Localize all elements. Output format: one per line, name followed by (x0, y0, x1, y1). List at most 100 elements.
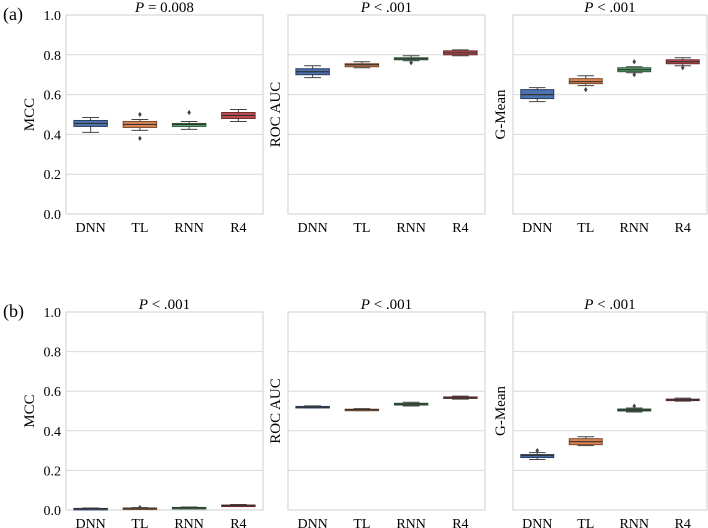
x-tick-label: DNN (522, 221, 552, 236)
outlier-point (632, 403, 637, 409)
box-dnn (520, 448, 555, 461)
y-axis-label: ROC AUC (268, 378, 284, 443)
box-dnn (73, 116, 108, 133)
x-tick-label: TL (131, 517, 148, 528)
box-r4 (443, 49, 478, 57)
y-axis-label: ROC AUC (268, 82, 284, 147)
y-tick-label: 0.6 (44, 89, 62, 104)
outlier-point (138, 111, 142, 118)
x-tick-label: R4 (230, 517, 246, 528)
panel-title: P < .001 (583, 0, 635, 16)
outlier-point (138, 135, 142, 141)
outlier-point (583, 87, 588, 93)
y-tick-label: 0.2 (44, 464, 62, 479)
outlier-point (409, 60, 413, 66)
box-tl (568, 75, 603, 93)
y-tick-label: 1.0 (44, 9, 62, 24)
chart-panel: P < .001 ROC AUC DNN TL RNN R4 (268, 0, 486, 236)
title-value: < .001 (593, 0, 635, 16)
panel-title: P < .001 (360, 0, 412, 16)
x-tick-label: RNN (619, 221, 649, 236)
row-label: (a) (3, 4, 23, 25)
box-r4 (665, 397, 700, 402)
chart-panel: P < .001 ROC AUC DNN TL RNN R4 (268, 297, 486, 528)
outlier-point (632, 72, 637, 78)
box-rnn (171, 506, 207, 510)
x-tick-label: TL (353, 221, 370, 236)
x-tick-label: DNN (297, 221, 327, 236)
outlier-point (632, 59, 637, 65)
x-tick-label: DNN (75, 221, 105, 236)
x-tick-label: R4 (675, 517, 691, 528)
title-p: P (583, 297, 593, 313)
x-tick-label: RNN (174, 221, 204, 236)
plot-area (512, 311, 708, 511)
title-value: < .001 (370, 0, 412, 16)
box-rnn (617, 59, 652, 78)
box-r4 (221, 503, 256, 508)
box-r4 (665, 57, 700, 71)
box-dnn (520, 87, 555, 103)
panel-title: P < .001 (583, 297, 635, 313)
x-tick-label: DNN (297, 517, 327, 528)
plot-area (287, 14, 486, 215)
x-tick-label: TL (577, 221, 594, 236)
box-r4 (443, 395, 478, 400)
title-p: P (134, 0, 144, 16)
box-dnn (295, 405, 330, 409)
x-tick-label: RNN (396, 517, 426, 528)
y-tick-label: 0.6 (44, 385, 62, 400)
box-tl (122, 111, 158, 141)
x-tick-label: R4 (452, 517, 468, 528)
y-tick-label: 0.0 (44, 208, 62, 223)
x-tick-label: R4 (452, 221, 468, 236)
outlier-point (187, 109, 191, 116)
box-tl (344, 61, 380, 69)
y-tick-label: 0.8 (44, 49, 62, 64)
plot-area (287, 311, 486, 511)
title-value: = 0.008 (144, 0, 194, 16)
outlier-point (535, 448, 540, 454)
x-tick-label: RNN (174, 517, 204, 528)
box-rnn (393, 55, 429, 66)
y-axis-label: G-Mean (493, 89, 509, 139)
panel-title: P = 0.008 (134, 0, 194, 16)
y-tick-label: 0.2 (44, 168, 62, 183)
x-tick-label: TL (353, 517, 370, 528)
box-rnn (393, 401, 429, 407)
y-tick-label: 0.0 (44, 504, 62, 519)
panel-title: P < .001 (360, 297, 412, 313)
x-tick-label: R4 (230, 221, 246, 236)
panel-title: P < .001 (138, 297, 190, 313)
x-tick-label: DNN (75, 517, 105, 528)
title-p: P (360, 0, 370, 16)
title-p: P (360, 297, 370, 313)
y-axis-label: G-Mean (493, 386, 509, 436)
x-tick-label: R4 (675, 221, 691, 236)
row-label: (b) (3, 301, 24, 322)
outlier-point (138, 504, 142, 511)
box-tl (122, 504, 158, 511)
outlier-point (680, 65, 685, 71)
title-p: P (138, 297, 148, 313)
chart-panel: 0.0 0.2 0.4 0.6 0.8 1.0 P = 0.008 MCC DNN TL RNN R4 (22, 0, 264, 236)
box-r4 (221, 109, 256, 122)
x-tick-label: TL (577, 517, 594, 528)
y-axis-label: MCC (22, 98, 38, 131)
x-tick-label: TL (131, 221, 148, 236)
x-tick-label: RNN (396, 221, 426, 236)
title-value: < .001 (370, 297, 412, 313)
y-axis-label: MCC (22, 394, 38, 427)
y-tick-label: 0.8 (44, 346, 62, 361)
box-tl (344, 408, 380, 412)
box-dnn (295, 65, 330, 79)
plot-area (65, 311, 264, 511)
x-tick-label: RNN (619, 517, 649, 528)
y-tick-label: 0.4 (44, 128, 62, 143)
y-tick-label: 0.4 (44, 425, 62, 440)
chart-panel: P < .001 G-Mean DNN TL RNN R4 (493, 0, 708, 236)
title-value: < .001 (593, 297, 635, 313)
chart-panel: 0.0 0.2 0.4 0.6 0.8 1.0 P < .001 MCC DNN TL RNN R4 (22, 297, 264, 528)
title-value: < .001 (148, 297, 190, 313)
